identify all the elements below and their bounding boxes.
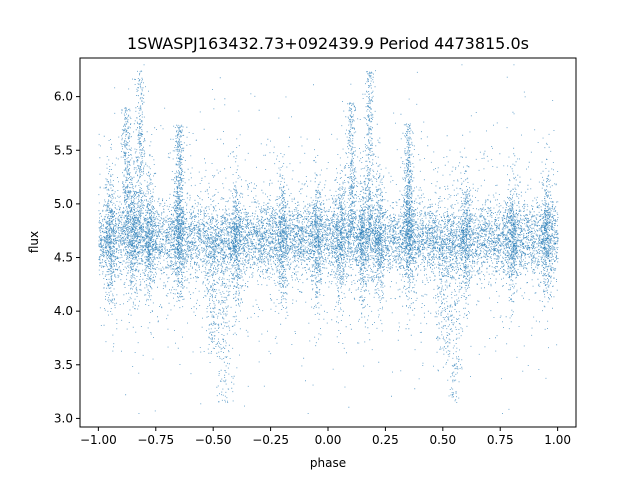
- x-tick-label: −0.50: [195, 433, 232, 447]
- scatter-point-group: [103, 88, 556, 372]
- x-tick-label: −0.75: [137, 433, 174, 447]
- x-tick-label: 0.75: [487, 433, 514, 447]
- scatter-point-group: [218, 238, 468, 403]
- y-tick-label: 4.0: [54, 304, 73, 318]
- y-tick-label: 5.5: [54, 143, 73, 157]
- x-axis-label: phase: [310, 456, 346, 470]
- y-tick-label: 4.5: [54, 251, 73, 265]
- y-axis-label: flux: [27, 231, 41, 253]
- x-tick-label: 0.25: [372, 433, 399, 447]
- y-tick-label: 6.0: [54, 90, 73, 104]
- x-tick-label: 1.00: [544, 433, 571, 447]
- x-tick-label: −0.25: [252, 433, 289, 447]
- x-tick-label: 0.00: [315, 433, 342, 447]
- y-tick-label: 5.0: [54, 197, 73, 211]
- y-axis-ticks: 3.0 3.5 4.0 4.5 5.0 5.5 6.0: [54, 90, 80, 425]
- y-tick-label: 3.0: [54, 411, 73, 425]
- x-axis-ticks: −1.00 −0.75 −0.50 −0.25 0.00 0.25 0.50 0.75 1.00: [80, 427, 571, 447]
- chart-title: 1SWASPJ163432.73+092439.9 Period 4473815…: [127, 34, 529, 53]
- x-tick-label: 0.50: [429, 433, 456, 447]
- y-tick-label: 3.5: [54, 358, 73, 372]
- x-tick-label: −1.00: [80, 433, 117, 447]
- scatter-points: [98, 64, 559, 415]
